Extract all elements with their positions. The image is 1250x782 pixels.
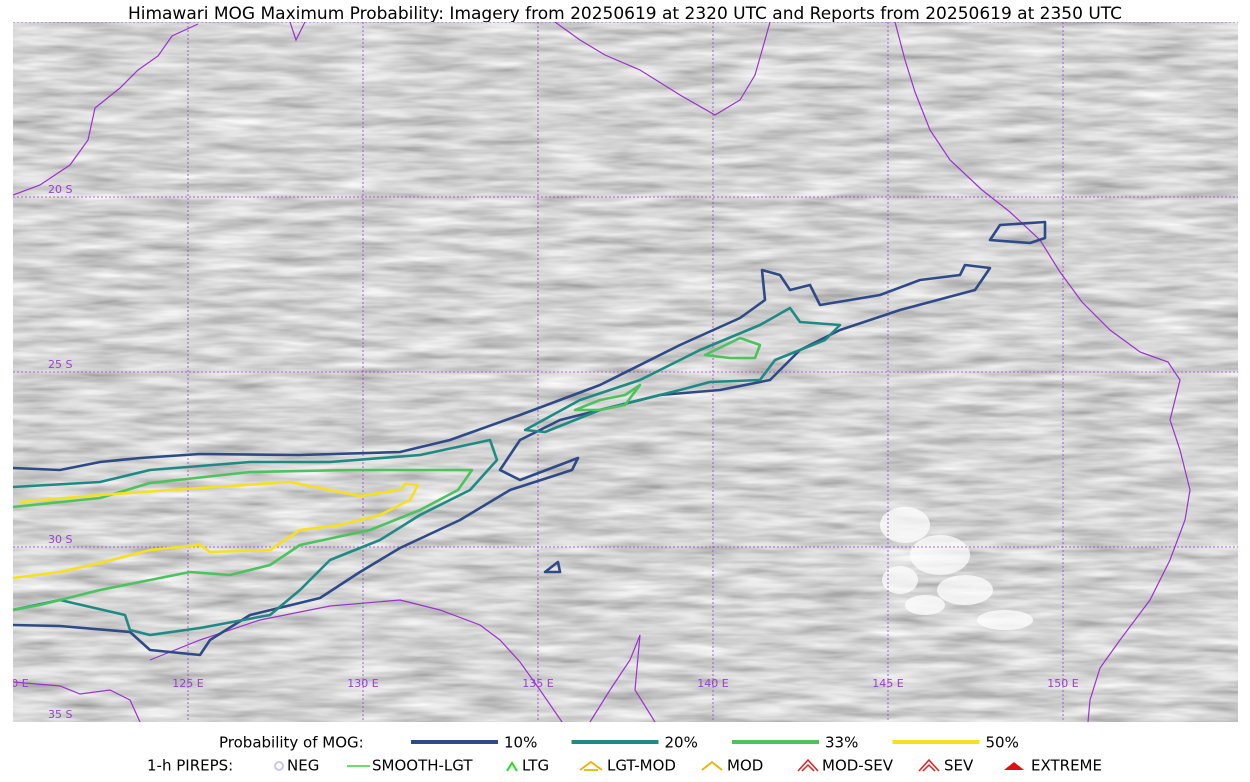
legend-label: NEG [287, 757, 319, 775]
pirep-legend: NEG SMOOTH-LGT LTG LGT-MOD MOD MOD-SEV SEV EXTR… [287, 757, 1102, 775]
legend: Probability of MOG: 10% 20% 33% 50% 1-h PIR… [147, 734, 1102, 775]
latitude-labels: 20 S 25 S 30 S 35 S [48, 183, 72, 721]
graticule [13, 22, 1238, 722]
legend-label: LGT-MOD [607, 757, 676, 775]
legend-label: SMOOTH-LGT [372, 757, 473, 775]
coastline [13, 22, 1191, 722]
longitude-label: 125 E [172, 677, 203, 690]
legend-label: MOD [727, 757, 763, 775]
longitude-labels: 120 E 125 E 130 E 135 E 140 E 145 E 150 E [0, 677, 1079, 690]
map: 20 S 25 S 30 S 35 S 120 E 125 E 130 E 135 E 140… [0, 22, 1238, 722]
probability-contours [13, 220, 1047, 657]
latitude-label: 20 S [48, 183, 72, 196]
longitude-label: 135 E [522, 677, 553, 690]
legend-label: 50% [986, 734, 1019, 752]
longitude-label: 140 E [697, 677, 728, 690]
longitude-label: 120 E [0, 677, 29, 690]
pirep-icons [274, 758, 1024, 772]
legend-title: 1-h PIREPS: [147, 757, 233, 775]
latitude-label: 25 S [48, 358, 72, 371]
legend-label: 20% [665, 734, 698, 752]
longitude-label: 145 E [872, 677, 903, 690]
cloud-cluster [880, 507, 1033, 630]
legend-label: 33% [825, 734, 858, 752]
longitude-label: 130 E [347, 677, 378, 690]
legend-label: MOD-SEV [822, 757, 894, 775]
legend-title: Probability of MOG: [219, 734, 364, 752]
probability-legend: 10% 20% 33% 50% [411, 734, 1019, 752]
legend-label: LTG [522, 757, 549, 775]
legend-label: EXTREME [1031, 757, 1102, 775]
latitude-label: 30 S [48, 533, 72, 546]
longitude-label: 150 E [1047, 677, 1078, 690]
latitude-label: 35 S [48, 708, 72, 721]
title: Himawari MOG Maximum Probability: Imager… [128, 4, 1122, 24]
legend-label: SEV [944, 757, 974, 775]
legend-label: 10% [504, 734, 537, 752]
